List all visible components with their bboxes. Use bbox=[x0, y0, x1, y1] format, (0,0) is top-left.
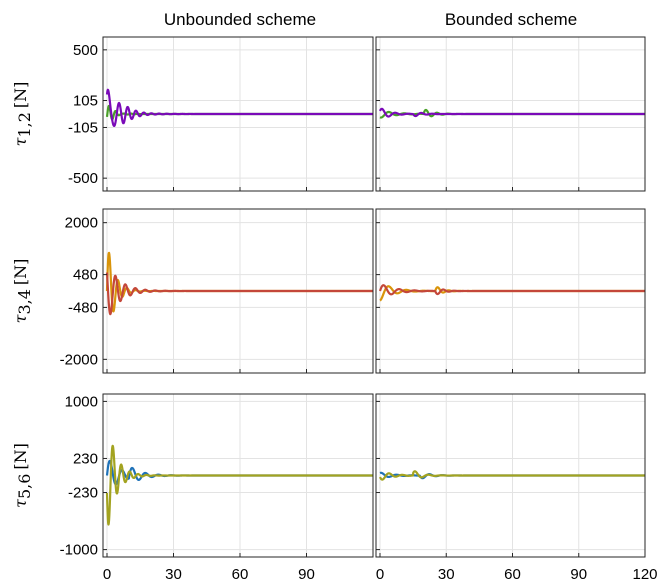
column-title-bounded: Bounded scheme bbox=[445, 10, 577, 29]
panel-bounded-row-3: 0 30 60 90 120 bbox=[375, 393, 658, 583]
y-tick-label: -480 bbox=[68, 299, 98, 316]
ylabel-symbol: τ bbox=[11, 136, 30, 146]
series-line-2 bbox=[379, 470, 646, 481]
series-line-2 bbox=[378, 284, 646, 296]
panel-frame bbox=[375, 208, 646, 374]
panel-frame bbox=[102, 208, 374, 374]
x-tick-label: 90 bbox=[298, 566, 315, 583]
panel-unbounded-row-1: 500 105 -105 -500 bbox=[68, 36, 374, 192]
y-tick-label: -1000 bbox=[60, 542, 98, 559]
panel-frame bbox=[375, 36, 646, 192]
ylabel-symbol: τ bbox=[11, 313, 30, 323]
x-tick-label: 120 bbox=[632, 566, 657, 583]
ylabel-subscript: 3,4 bbox=[15, 289, 34, 314]
series-line-2 bbox=[105, 88, 374, 128]
y-tick-label: 500 bbox=[73, 42, 98, 59]
panel-unbounded-row-2: 2000 480 -480 -2000 bbox=[60, 208, 374, 374]
y-tick-label: 105 bbox=[73, 93, 98, 110]
row-3-ylabel: τ5,6 [N] bbox=[11, 443, 34, 508]
ylabel-subscript: 5,6 bbox=[15, 474, 34, 499]
x-tick-label: 60 bbox=[232, 566, 249, 583]
ylabel-unit: [N] bbox=[11, 259, 30, 285]
series-line-2 bbox=[105, 272, 374, 316]
x-tick-label: 90 bbox=[570, 566, 587, 583]
y-tick-label: -105 bbox=[68, 119, 98, 136]
ylabel-unit: [N] bbox=[11, 443, 30, 469]
ylabel-unit: [N] bbox=[11, 82, 30, 108]
x-tick-label: 0 bbox=[376, 566, 384, 583]
y-tick-label: -500 bbox=[68, 170, 98, 187]
series-line-2 bbox=[105, 444, 374, 526]
y-tick-label: -2000 bbox=[60, 351, 98, 368]
y-tick-label: -230 bbox=[68, 485, 98, 502]
y-tick-label: 1000 bbox=[65, 393, 98, 410]
column-title-unbounded: Unbounded scheme bbox=[164, 10, 316, 29]
x-tick-label: 0 bbox=[103, 566, 111, 583]
row-2-ylabel: τ3,4 [N] bbox=[11, 259, 34, 324]
panel-frame bbox=[375, 393, 646, 558]
y-tick-label: 230 bbox=[73, 450, 98, 467]
panel-unbounded-row-3: 1000 230 -230 -1000 0 30 60 90 bbox=[60, 393, 374, 583]
x-tick-label: 30 bbox=[165, 566, 182, 583]
x-tick-label: 30 bbox=[438, 566, 455, 583]
panel-frame bbox=[102, 36, 374, 192]
x-tick-label: 60 bbox=[504, 566, 521, 583]
ylabel-symbol: τ bbox=[11, 498, 30, 508]
panel-frame bbox=[102, 393, 374, 558]
series-line-2 bbox=[379, 107, 646, 118]
panel-bounded-row-2 bbox=[375, 208, 646, 374]
y-tick-label: 480 bbox=[73, 267, 98, 284]
row-1-ylabel: τ1,2 [N] bbox=[11, 82, 34, 147]
ylabel-subscript: 1,2 bbox=[15, 112, 34, 137]
panel-bounded-row-1 bbox=[375, 36, 646, 192]
y-tick-label: 2000 bbox=[65, 215, 98, 232]
